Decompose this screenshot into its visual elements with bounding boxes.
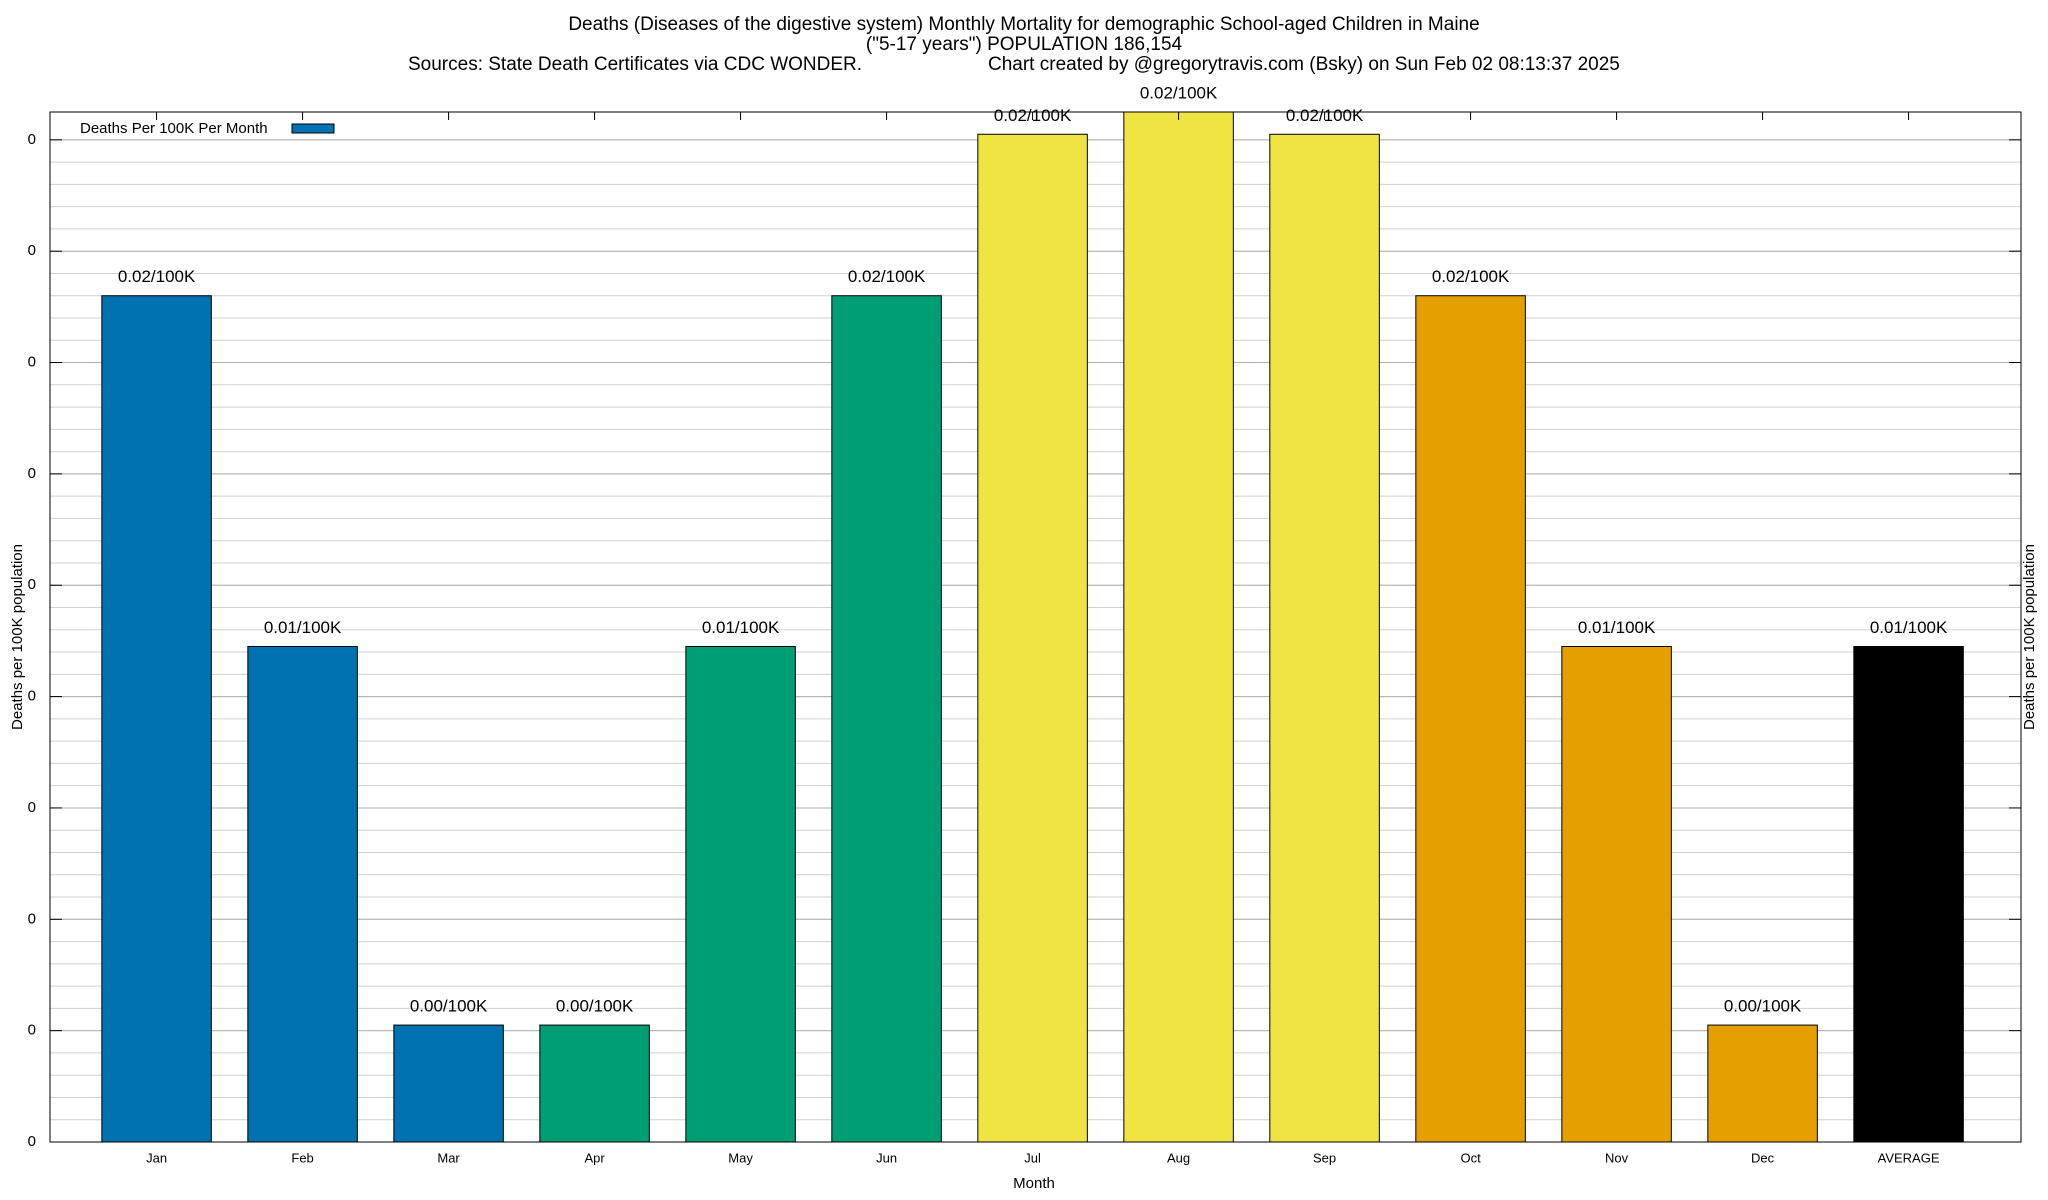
bar: [1123, 111, 1234, 1143]
legend-label: Deaths Per 100K Per Month: [80, 120, 268, 137]
value-label: 0.01/100K: [1578, 618, 1656, 637]
y-tick-label: 0: [28, 688, 36, 705]
bar: [247, 645, 358, 1143]
x-tick-label: Nov: [1605, 1150, 1629, 1165]
x-tick-label: May: [728, 1150, 753, 1165]
y-tick-label: 0: [28, 910, 36, 927]
y-axis-label: Deaths per 100K population: [9, 544, 26, 730]
chart-subtitle: ("5-17 years") POPULATION 186,154: [866, 34, 1183, 55]
value-label: 0.02/100K: [1432, 267, 1510, 286]
chart-title: Deaths (Diseases of the digestive system…: [568, 14, 1479, 35]
x-tick-label: Jul: [1024, 1150, 1041, 1165]
bar: [1269, 133, 1380, 1143]
bar: [1707, 1024, 1818, 1143]
value-label: 0.00/100K: [556, 997, 634, 1016]
bar: [1561, 645, 1672, 1143]
legend-swatch: [291, 123, 335, 134]
bar: [539, 1024, 650, 1143]
x-tick-label: Aug: [1167, 1150, 1190, 1165]
x-axis-label: Month: [1013, 1175, 1055, 1192]
value-label: 0.02/100K: [118, 267, 196, 286]
bar: [393, 1024, 504, 1143]
x-tick-label: Dec: [1751, 1150, 1775, 1165]
x-tick-label: Jun: [876, 1150, 897, 1165]
x-tick-label: Jan: [146, 1150, 167, 1165]
value-label: 0.01/100K: [702, 618, 780, 637]
bar: [101, 295, 212, 1143]
value-label: 0.00/100K: [410, 997, 488, 1016]
credit: Chart created by @gregorytravis.com (Bsk…: [988, 54, 1620, 75]
bar: [685, 645, 796, 1143]
x-tick-label: Sep: [1313, 1150, 1336, 1165]
bar: [1415, 295, 1526, 1143]
y2-axis-label: Deaths per 100K population: [2021, 544, 2038, 730]
y-tick-label: 0: [28, 1022, 36, 1039]
source: Sources: State Death Certificates via CD…: [408, 54, 862, 75]
y-tick-label: 0: [28, 799, 36, 816]
bar: [977, 133, 1088, 1143]
bar: [831, 295, 942, 1143]
x-tick-label: Apr: [584, 1150, 605, 1165]
y-tick-label: 0: [28, 1133, 36, 1150]
bar: [1853, 645, 1964, 1143]
x-tick-label: AVERAGE: [1878, 1150, 1940, 1165]
x-tick-label: Oct: [1460, 1150, 1481, 1165]
value-label: 0.02/100K: [1140, 83, 1218, 102]
value-label: 0.00/100K: [1724, 997, 1802, 1016]
y-tick-label: 0: [28, 465, 36, 482]
value-label: 0.01/100K: [264, 618, 342, 637]
value-label: 0.01/100K: [1870, 618, 1948, 637]
plot-frame: [49, 111, 2022, 1143]
value-label: 0.02/100K: [848, 267, 926, 286]
y-tick-label: 0: [28, 354, 36, 371]
x-tick-label: Mar: [437, 1150, 460, 1165]
x-tick-label: Feb: [291, 1150, 313, 1165]
y-tick-label: 0: [28, 242, 36, 259]
y-tick-label: 0: [28, 576, 36, 593]
y-tick-label: 0: [28, 131, 36, 148]
